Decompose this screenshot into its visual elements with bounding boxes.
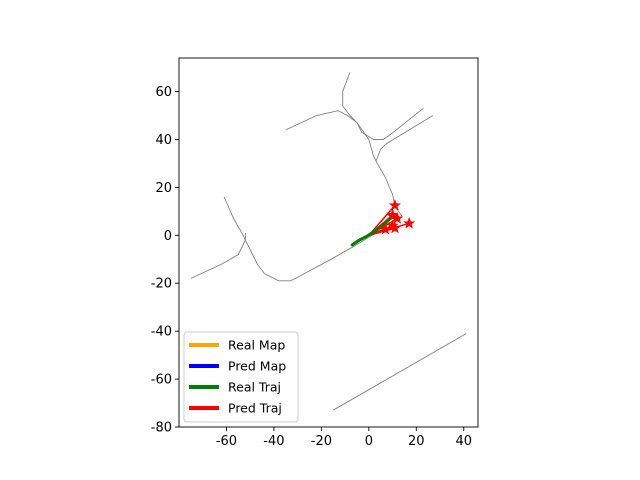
y-tick-label: 40 [155,133,172,148]
map-lane-line [356,122,391,140]
map-lane-line [223,196,265,274]
y-tick-label: 60 [155,85,172,100]
plot-frame [178,57,479,428]
map-lane-line [190,232,246,279]
legend-label: Pred Traj [228,401,282,416]
legend-label: Real Map [228,338,285,353]
y-tick-label: 0 [164,229,172,244]
map-lane-line [332,333,467,411]
map-lane-line [299,258,332,277]
y-tick-label: -40 [151,325,172,340]
map-lane-line [264,273,301,282]
x-tick-label: 40 [455,434,472,449]
x-tick-label: 0 [365,434,373,449]
map-lane-line [285,110,358,131]
pred-traj-star [388,221,402,234]
y-tick-label: -80 [151,421,172,436]
pred-traj-star [379,222,392,235]
x-tick-label: -40 [263,434,284,449]
x-tick-label: -60 [216,434,237,449]
legend-box [183,331,299,423]
axes-layer: -60 -40 -20 0 20 40 -80 -60 -40 -20 0 20 40 60 [151,57,479,449]
legend-label: Pred Map [228,359,286,374]
x-tick-label: 20 [408,434,425,449]
pred-traj-star [391,212,404,224]
y-tick-label: 20 [155,181,172,196]
map-layer [190,72,467,411]
x-tick-label: -20 [311,434,332,449]
map-lane-line [385,115,434,145]
pred-traj-star [403,216,416,229]
map-lane-line [356,122,386,163]
map-lane-line [342,72,358,124]
map-lane-line [389,107,424,136]
y-tick-label: -20 [151,277,172,292]
pred-traj-star [388,199,402,211]
legend-label: Real Traj [228,380,281,395]
map-lane-line [330,232,377,260]
y-tick-label: -60 [151,373,172,388]
map-lane-line [375,160,403,217]
trajectory-layer [350,199,416,247]
real-traj-line [350,214,395,247]
legend: Real Map Pred Map Real Traj Pred Traj [183,331,299,423]
